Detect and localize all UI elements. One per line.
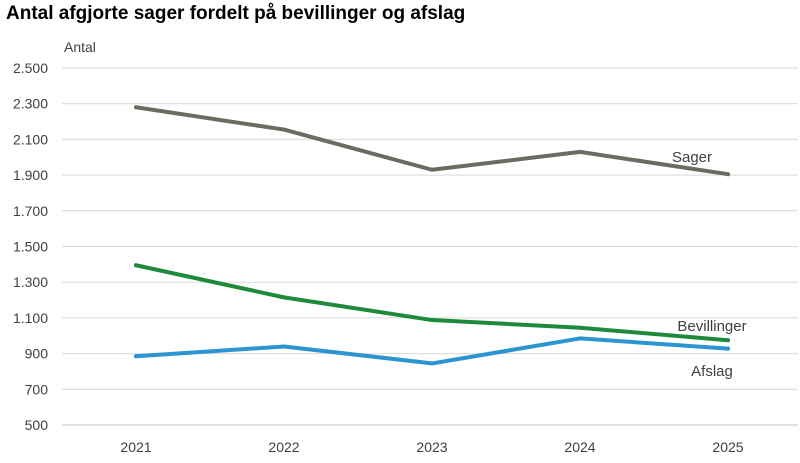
series-line-sager [134,105,730,177]
data-point [282,295,286,300]
series-label-bevillinger: Bevillinger [677,318,746,335]
data-point [134,354,138,359]
data-point [282,127,286,132]
y-tick-label: 2.300 [13,96,48,112]
data-point [578,336,582,341]
data-point [430,318,434,323]
data-point [134,105,138,110]
y-tick-label: 700 [25,381,49,397]
data-point [726,338,730,343]
data-point [134,263,138,268]
data-point [282,344,286,349]
data-point [726,346,730,351]
y-tick-label: 500 [25,417,49,433]
gridlines [62,67,798,390]
y-tick-label: 1.900 [13,167,48,183]
x-tick-labels: 2021 2022 2023 2024 2025 [120,439,743,455]
series-line-afslag [134,336,730,366]
data-point [430,361,434,366]
y-axis-title: Antal [64,39,96,55]
y-tick-label: 1.500 [13,239,48,255]
y-tick-label: 1.300 [13,274,48,290]
series-label-sager: Sager [672,149,712,166]
series-group [134,105,730,366]
y-tick-label: 1.700 [13,203,48,219]
data-point [578,325,582,330]
series-line-bevillinger [134,263,730,343]
x-tick-label: 2023 [416,439,447,455]
y-tick-label: 900 [25,346,49,362]
series-label-afslag: Afslag [691,363,733,380]
data-point [578,149,582,154]
x-tick-label: 2022 [268,439,299,455]
y-tick-label: 2.100 [13,131,48,147]
x-tick-label: 2024 [564,439,595,455]
y-tick-labels: 500 700 900 1.100 1.300 1.500 1.700 1.900 2.100 2… [13,60,48,433]
y-tick-label: 2.500 [13,60,48,76]
series-labels: Sager Bevillinger Afslag [672,149,747,380]
x-tick-label: 2021 [120,439,151,455]
data-point [430,167,434,172]
x-tick-label: 2025 [712,439,743,455]
chart-title: Antal afgjorte sager fordelt på bevillin… [6,3,466,24]
data-point [726,172,730,177]
y-tick-label: 1.100 [13,310,48,326]
